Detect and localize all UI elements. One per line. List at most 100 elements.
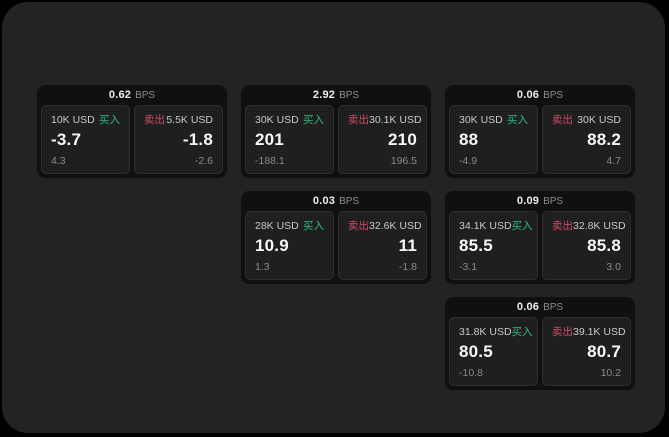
notional-label: 32.8K USD [573, 220, 626, 232]
bps-value: 0.06 [516, 89, 540, 101]
buy-panel[interactable]: 28K USD 买入 10.9 1.3 [245, 211, 334, 280]
panel-top-row: 10K USD 买入 [51, 114, 120, 126]
sell-panel[interactable]: 卖出 30K USD 88.2 4.7 [542, 105, 631, 174]
change-value: -2.6 [194, 155, 213, 167]
price-value: 85.5 [459, 236, 493, 255]
buy-panel[interactable]: 34.1K USD 买入 85.5 -3.1 [449, 211, 538, 280]
panel-row: 31.8K USD 买入 80.5 -10.8 卖出 39.1K USD 80.… [449, 317, 631, 386]
bps-value: 2.92 [312, 89, 336, 101]
sell-tag: 卖出 [348, 114, 369, 126]
panel-top-row: 31.8K USD 买入 [459, 326, 533, 338]
notional-label: 34.1K USD [459, 220, 512, 232]
bps-value: 0.62 [108, 89, 132, 101]
panel-top-row: 卖出 30K USD [552, 114, 621, 126]
change-value: -10.8 [459, 367, 483, 379]
panel-row: 10K USD 买入 -3.7 4.3 卖出 5.5K USD -1.8 -2.… [41, 105, 223, 174]
notional-label: 28K USD [255, 220, 299, 232]
quote-card: 2.92 BPS 30K USD 买入 201 -188.1 卖出 30.1K … [241, 85, 431, 178]
buy-tag: 买入 [511, 326, 533, 338]
buy-panel[interactable]: 31.8K USD 买入 80.5 -10.8 [449, 317, 538, 386]
bps-header: 0.06 BPS [449, 85, 631, 105]
panel-top-row: 30K USD 买入 [255, 114, 324, 126]
panel-top-row: 28K USD 买入 [255, 220, 324, 232]
sell-tag: 卖出 [552, 220, 573, 232]
bps-unit-label: BPS [543, 301, 564, 313]
quote-card: 0.62 BPS 10K USD 买入 -3.7 4.3 卖出 5.5K USD [37, 85, 227, 178]
sell-panel[interactable]: 卖出 30.1K USD 210 196.5 [338, 105, 427, 174]
change-value: -3.1 [459, 261, 478, 273]
notional-label: 39.1K USD [573, 326, 626, 338]
quote-card-grid: 0.62 BPS 10K USD 买入 -3.7 4.3 卖出 5.5K USD [37, 85, 635, 390]
sell-panel[interactable]: 卖出 39.1K USD 80.7 10.2 [542, 317, 631, 386]
bps-value: 0.09 [516, 195, 540, 207]
buy-tag: 买入 [303, 114, 324, 126]
price-value: 11 [398, 236, 417, 255]
sell-panel[interactable]: 卖出 32.8K USD 85.8 3.0 [542, 211, 631, 280]
buy-panel[interactable]: 30K USD 买入 201 -188.1 [245, 105, 334, 174]
change-value: 1.3 [255, 261, 270, 273]
bps-header: 0.03 BPS [245, 191, 427, 211]
notional-label: 30.1K USD [369, 114, 422, 126]
panel-top-row: 卖出 39.1K USD [552, 326, 626, 338]
quote-card: 0.09 BPS 34.1K USD 买入 85.5 -3.1 卖出 32.8K… [445, 191, 635, 284]
buy-tag: 买入 [507, 114, 528, 126]
buy-panel[interactable]: 10K USD 买入 -3.7 4.3 [41, 105, 130, 174]
notional-label: 10K USD [51, 114, 95, 126]
panel-row: 34.1K USD 买入 85.5 -3.1 卖出 32.8K USD 85.8… [449, 211, 631, 280]
panel-top-row: 卖出 5.5K USD [144, 114, 213, 126]
sell-tag: 卖出 [348, 220, 369, 232]
change-value: -1.8 [398, 261, 417, 273]
buy-tag: 买入 [99, 114, 120, 126]
price-value: 88 [459, 130, 479, 149]
panel-top-row: 卖出 30.1K USD [348, 114, 422, 126]
buy-panel[interactable]: 30K USD 买入 88 -4.9 [449, 105, 538, 174]
notional-label: 30K USD [577, 114, 621, 126]
bps-header: 2.92 BPS [245, 85, 427, 105]
change-value: 3.0 [606, 261, 621, 273]
bps-header: 0.09 BPS [449, 191, 631, 211]
price-value: -1.8 [182, 130, 213, 149]
change-value: 4.7 [606, 155, 621, 167]
notional-label: 30K USD [459, 114, 503, 126]
notional-label: 5.5K USD [166, 114, 213, 126]
change-value: -188.1 [255, 155, 285, 167]
panel-row: 30K USD 买入 88 -4.9 卖出 30K USD 88.2 4.7 [449, 105, 631, 174]
panel-top-row: 卖出 32.6K USD [348, 220, 422, 232]
bps-unit-label: BPS [339, 89, 360, 101]
notional-label: 32.6K USD [369, 220, 422, 232]
panel-top-row: 30K USD 买入 [459, 114, 528, 126]
price-value: 201 [255, 130, 284, 149]
notional-label: 31.8K USD [459, 326, 512, 338]
notional-label: 30K USD [255, 114, 299, 126]
bps-unit-label: BPS [543, 195, 564, 207]
sell-panel[interactable]: 卖出 32.6K USD 11 -1.8 [338, 211, 427, 280]
bps-unit-label: BPS [339, 195, 360, 207]
panel-top-row: 卖出 32.8K USD [552, 220, 626, 232]
change-value: 10.2 [600, 367, 621, 379]
bps-header: 0.06 BPS [449, 297, 631, 317]
panel-row: 28K USD 买入 10.9 1.3 卖出 32.6K USD 11 -1.8 [245, 211, 427, 280]
quote-card: 0.06 BPS 31.8K USD 买入 80.5 -10.8 卖出 39.1… [445, 297, 635, 390]
quote-card: 0.03 BPS 28K USD 买入 10.9 1.3 卖出 32.6K US… [241, 191, 431, 284]
panel-row: 30K USD 买入 201 -188.1 卖出 30.1K USD 210 1… [245, 105, 427, 174]
change-value: 4.3 [51, 155, 66, 167]
bps-unit-label: BPS [135, 89, 156, 101]
price-value: 210 [388, 130, 417, 149]
quote-board-page: 0.62 BPS 10K USD 买入 -3.7 4.3 卖出 5.5K USD [2, 2, 665, 433]
price-value: 85.8 [587, 236, 621, 255]
panel-top-row: 34.1K USD 买入 [459, 220, 533, 232]
buy-tag: 买入 [511, 220, 533, 232]
bps-unit-label: BPS [543, 89, 564, 101]
price-value: 88.2 [587, 130, 621, 149]
sell-tag: 卖出 [144, 114, 165, 126]
bps-header: 0.62 BPS [41, 85, 223, 105]
sell-panel[interactable]: 卖出 5.5K USD -1.8 -2.6 [134, 105, 223, 174]
price-value: 80.7 [587, 342, 621, 361]
price-value: 10.9 [255, 236, 289, 255]
price-value: -3.7 [51, 130, 82, 149]
sell-tag: 卖出 [552, 114, 573, 126]
quote-card: 0.06 BPS 30K USD 买入 88 -4.9 卖出 30K USD [445, 85, 635, 178]
change-value: 196.5 [390, 155, 417, 167]
sell-tag: 卖出 [552, 326, 573, 338]
price-value: 80.5 [459, 342, 493, 361]
